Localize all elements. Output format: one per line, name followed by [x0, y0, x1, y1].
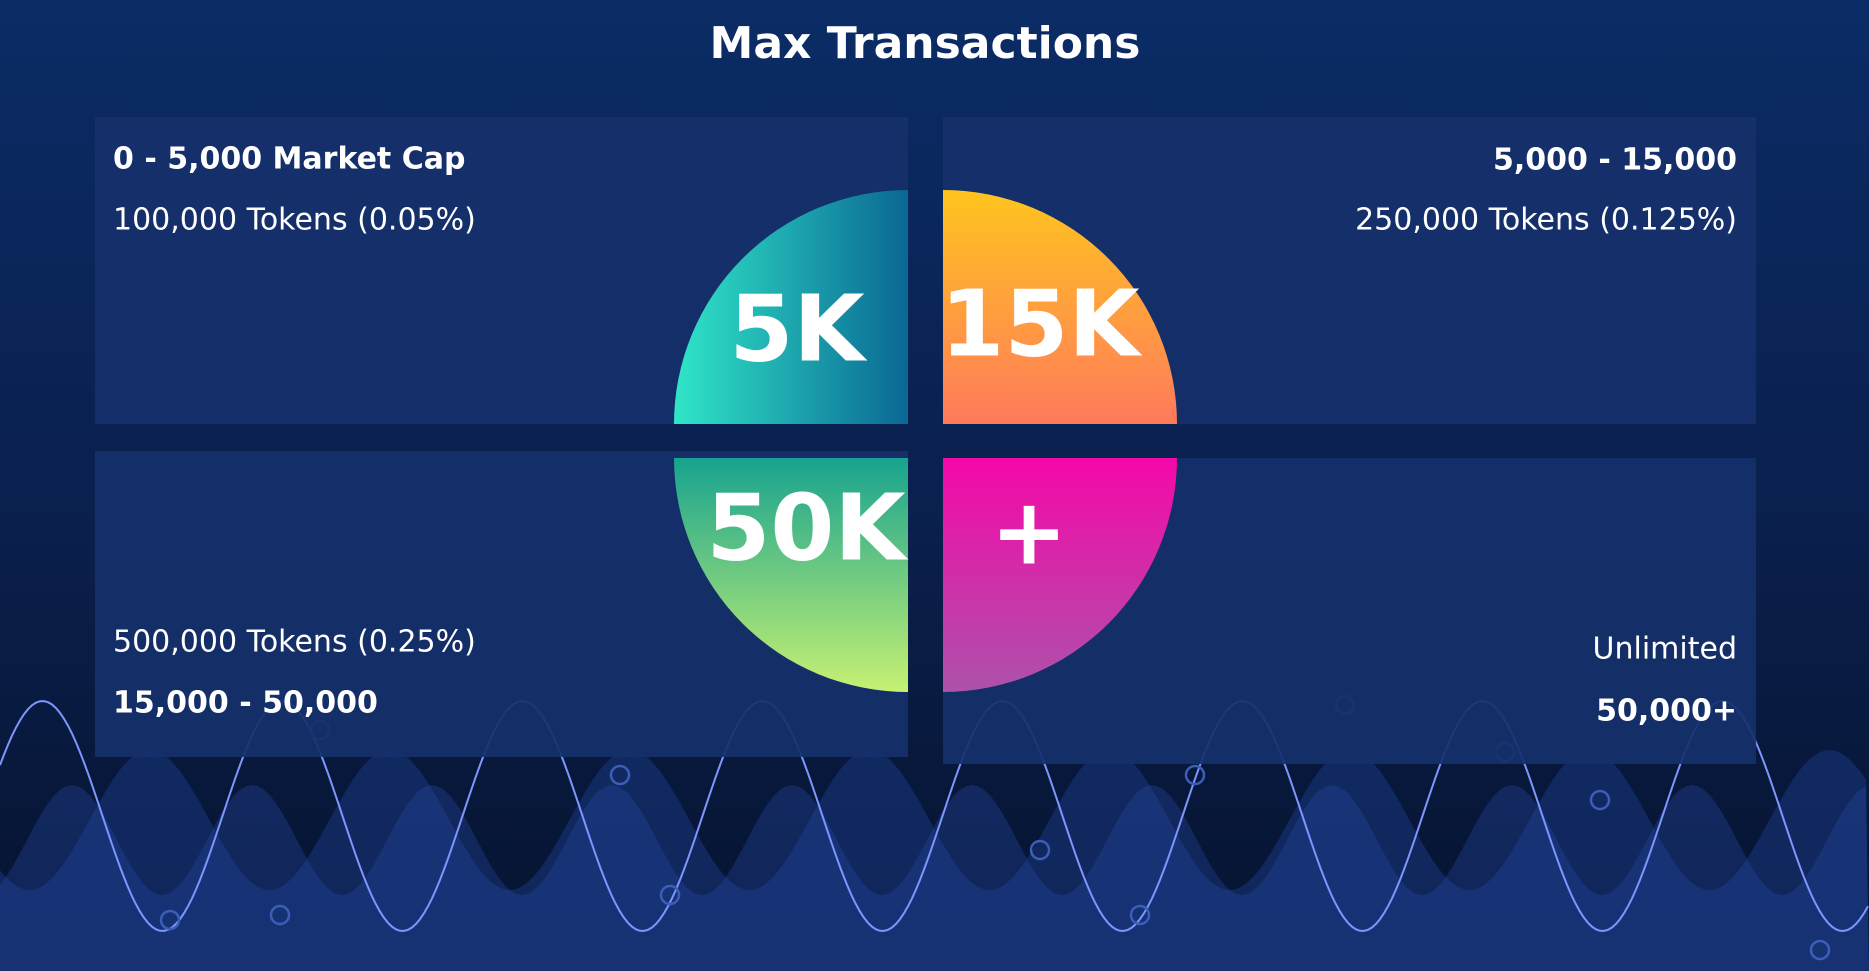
wave-fill — [0, 750, 1869, 971]
ring — [1184, 764, 1206, 786]
title: Max Transactions — [710, 18, 1141, 69]
quarter-circle — [943, 458, 1177, 692]
ring — [159, 909, 181, 931]
ring — [609, 764, 631, 786]
wave-fill — [0, 785, 1869, 971]
badge: 15K — [940, 270, 1143, 377]
tokens: 250,000 Tokens (0.125%) — [1355, 203, 1737, 238]
ring — [1029, 839, 1051, 861]
ring — [1129, 904, 1151, 926]
range: 15,000 - 50,000 — [113, 686, 378, 721]
quarter-circle — [943, 190, 1177, 424]
range: 50,000+ — [1596, 694, 1737, 729]
range: 5,000 - 15,000 — [1493, 143, 1737, 178]
ring — [1809, 939, 1831, 961]
ring — [269, 904, 291, 926]
ring — [1589, 789, 1611, 811]
range: 0 - 5,000 Market Cap — [113, 142, 465, 177]
quarter-circle — [674, 190, 908, 424]
badge: 50K — [706, 474, 909, 581]
badge: + — [990, 478, 1067, 585]
tokens: Unlimited — [1593, 632, 1737, 667]
tokens: 500,000 Tokens (0.25%) — [113, 625, 476, 660]
quarter-circle — [674, 458, 908, 692]
ring — [659, 884, 681, 906]
badge: 5K — [729, 275, 868, 382]
tokens: 100,000 Tokens (0.05%) — [113, 203, 476, 238]
